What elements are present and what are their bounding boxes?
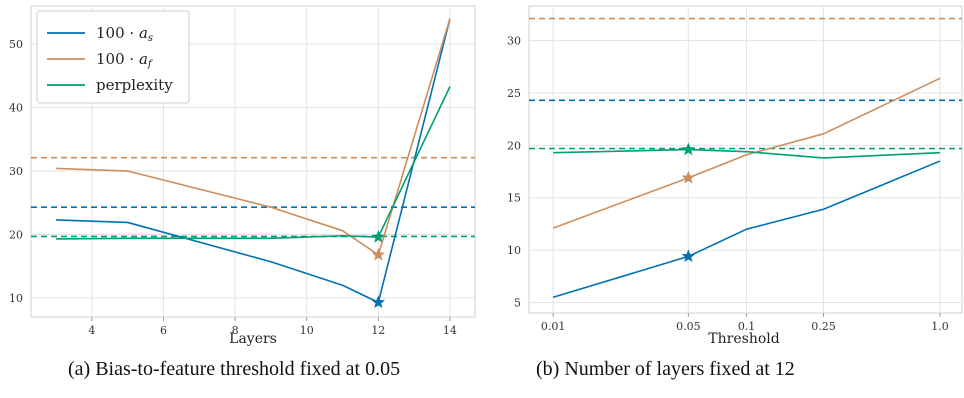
panel-a: 4 6 8 10 12 14 10 20 30 40 50 Layers 100 · as 100… bbox=[9, 5, 476, 347]
panel-b-grid bbox=[529, 6, 962, 313]
series-line-100-a-s bbox=[56, 18, 451, 304]
x-tick-label: 0.01 bbox=[541, 320, 566, 333]
caption-b: (b) Number of layers fixed at 12 bbox=[536, 358, 795, 380]
star-marker-perplexity bbox=[371, 230, 385, 243]
legend-label-perplexity: perplexity bbox=[96, 76, 173, 94]
legend: 100 · as 100 · af perplexity bbox=[36, 10, 190, 104]
panel-b-baselines bbox=[529, 17, 962, 150]
x-tick-label: 0.05 bbox=[676, 320, 701, 333]
y-tick-label: 50 bbox=[9, 38, 23, 51]
caption-a: (a) Bias-to-feature threshold fixed at 0… bbox=[68, 358, 401, 380]
x-tick-label: 4 bbox=[88, 324, 95, 337]
x-tick-label: 8 bbox=[232, 324, 239, 337]
series-line-perplexity bbox=[56, 86, 451, 240]
y-tick-label: 15 bbox=[507, 192, 521, 205]
panel-a-star-markers bbox=[371, 230, 385, 309]
y-tick-label: 25 bbox=[507, 87, 521, 100]
x-tick-label: 14 bbox=[443, 324, 457, 337]
y-tick-label: 5 bbox=[514, 297, 521, 310]
y-tick-label: 30 bbox=[507, 35, 521, 48]
x-tick-label: 12 bbox=[371, 324, 385, 337]
star-marker-100-a-f bbox=[371, 247, 385, 261]
panel-a-grid bbox=[31, 6, 475, 317]
y-tick-label: 40 bbox=[9, 102, 23, 115]
panel-a-y-ticks: 10 20 30 40 50 bbox=[9, 38, 23, 305]
y-tick-label: 10 bbox=[507, 244, 521, 257]
star-marker-100-a-f bbox=[681, 170, 695, 184]
legend-label-af: 100 · af bbox=[96, 50, 154, 70]
panel-b-series bbox=[552, 77, 941, 299]
x-tick-label: 10 bbox=[300, 324, 314, 337]
panel-a-x-ticks: 4 6 8 10 12 14 bbox=[88, 317, 457, 337]
x-tick-label: 1.0 bbox=[931, 320, 949, 333]
panel-a-x-axis-label: Layers bbox=[229, 331, 277, 347]
panel-a-baselines bbox=[31, 156, 475, 238]
panel-b-frame bbox=[528, 5, 963, 314]
panel-b-x-ticks: 0.01 0.05 0.1 0.25 1.0 bbox=[541, 313, 949, 333]
star-marker-100-a-s bbox=[371, 295, 385, 309]
x-tick-label: 6 bbox=[160, 324, 167, 337]
star-marker-perplexity bbox=[681, 142, 695, 156]
y-tick-label: 20 bbox=[9, 228, 23, 241]
series-line-100-a-f bbox=[56, 18, 451, 256]
x-tick-label: 0.25 bbox=[811, 320, 836, 333]
star-marker-100-a-s bbox=[681, 249, 695, 263]
panel-b-y-ticks: 5 10 15 20 25 30 bbox=[507, 35, 521, 310]
panel-a-series bbox=[56, 18, 451, 304]
panel-a-frame bbox=[30, 5, 476, 318]
x-tick-label: 0.1 bbox=[738, 320, 756, 333]
panel-b-star-markers bbox=[681, 142, 695, 263]
legend-label-as: 100 · as bbox=[96, 24, 153, 44]
panel-b: 0.01 0.05 0.1 0.25 1.0 5 10 15 20 25 30 Threshold bbox=[507, 5, 963, 347]
legend-box bbox=[36, 10, 190, 104]
panel-b-x-axis-label: Threshold bbox=[708, 331, 779, 347]
y-tick-label: 20 bbox=[507, 139, 521, 152]
y-tick-label: 10 bbox=[9, 292, 23, 305]
y-tick-label: 30 bbox=[9, 165, 23, 178]
